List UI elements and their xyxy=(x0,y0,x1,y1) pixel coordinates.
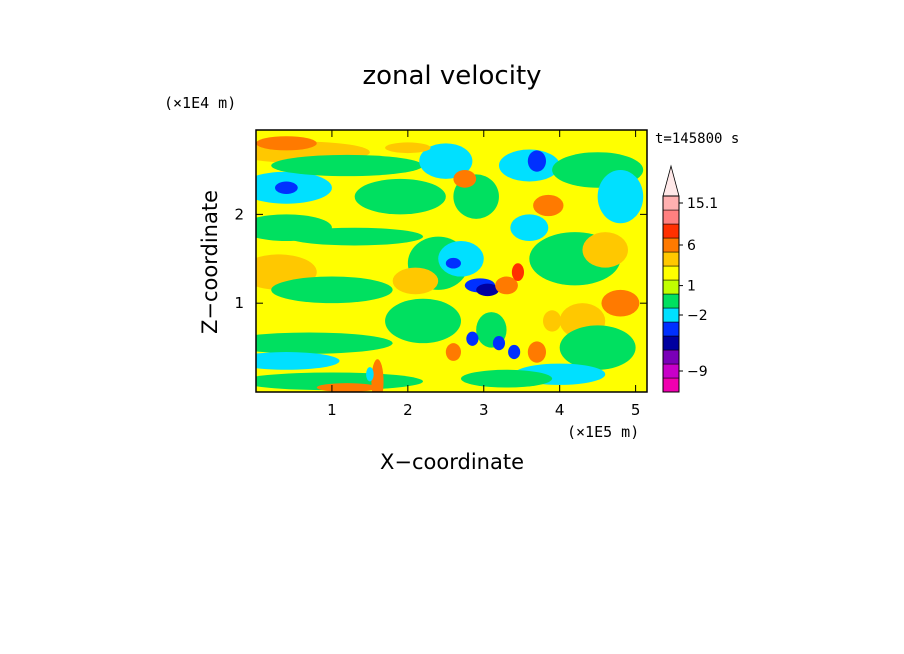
x-axis-label: X−coordinate xyxy=(380,450,524,474)
chart-title: zonal velocity xyxy=(362,61,541,91)
colorbar-segment xyxy=(662,223,680,239)
colorbar-label: −9 xyxy=(687,364,708,380)
colorbar-label: 15.1 xyxy=(687,196,718,212)
colorbar-segment xyxy=(662,307,680,323)
colorbar-segment xyxy=(662,321,680,337)
field-feature xyxy=(371,359,384,392)
field-feature xyxy=(492,336,506,351)
colorbar-segment xyxy=(662,293,680,309)
colorbar-label: 1 xyxy=(687,279,696,295)
field-feature xyxy=(527,150,547,172)
x-tick-label: 1 xyxy=(327,401,337,419)
field-feature xyxy=(460,369,553,388)
colorbar-segment xyxy=(662,377,680,393)
field-feature xyxy=(419,143,473,179)
field-feature xyxy=(271,276,393,304)
field-feature xyxy=(582,232,629,268)
y-tick-label: 2 xyxy=(234,205,244,223)
colorbar-label: 6 xyxy=(687,238,696,254)
field-feature xyxy=(453,169,477,188)
colorbar-segment xyxy=(662,195,680,211)
field-feature xyxy=(354,178,446,215)
x-tick-label: 5 xyxy=(631,401,641,419)
field-feature xyxy=(438,241,484,277)
field-feature xyxy=(511,263,525,281)
field-feature xyxy=(510,214,549,242)
colorbar-segment xyxy=(662,349,680,365)
x-unit-label: (×1E5 m) xyxy=(567,423,639,441)
field-feature xyxy=(256,136,317,151)
field-feature xyxy=(385,142,431,154)
field-feature xyxy=(445,257,461,269)
field-feature xyxy=(542,310,562,332)
colorbar-segment xyxy=(662,335,680,351)
field-feature xyxy=(316,383,378,392)
y-unit-label: (×1E4 m) xyxy=(164,94,236,112)
field-feature xyxy=(385,298,461,344)
field-feature xyxy=(274,181,298,194)
colorbar-label: −2 xyxy=(687,308,708,324)
colorbar-segment xyxy=(662,265,680,281)
field-feature xyxy=(559,325,636,370)
colorbar-segment xyxy=(662,363,680,379)
field-feature xyxy=(256,352,340,370)
colorbar-frame xyxy=(662,195,680,393)
colorbar-segment xyxy=(662,237,680,253)
field-feature xyxy=(476,283,499,297)
x-axis-ticks: 1 2 3 4 5 xyxy=(327,130,640,419)
colorbar-segment xyxy=(662,279,680,295)
time-label: t=145800 s xyxy=(655,131,739,147)
colorbar-segment xyxy=(662,209,680,225)
plot-frame xyxy=(255,129,648,393)
x-tick-label: 2 xyxy=(403,401,413,419)
field-feature xyxy=(601,289,640,317)
colorbar-extend-arrow xyxy=(662,164,680,197)
field-feature xyxy=(256,332,393,354)
field-feature xyxy=(445,343,461,361)
field-feature xyxy=(527,341,547,363)
field-feature xyxy=(597,169,644,224)
field-feature xyxy=(366,367,374,382)
field-feature xyxy=(533,194,564,217)
y-axis-label: Z−coordinate xyxy=(198,190,222,334)
field-feature xyxy=(392,267,439,295)
y-axis-ticks: 12 xyxy=(234,205,647,312)
colorbar: −9 −2 1 6 15.1 xyxy=(662,164,718,393)
field-feature xyxy=(495,276,518,295)
field-feature xyxy=(286,227,424,246)
x-tick-label: 4 xyxy=(555,401,565,419)
heatmap-field xyxy=(256,130,647,392)
field-feature xyxy=(508,344,521,360)
field-feature xyxy=(271,154,424,177)
colorbar-segment xyxy=(662,251,680,267)
y-tick-label: 1 xyxy=(234,294,244,312)
field-feature xyxy=(466,331,479,346)
x-tick-label: 3 xyxy=(479,401,489,419)
